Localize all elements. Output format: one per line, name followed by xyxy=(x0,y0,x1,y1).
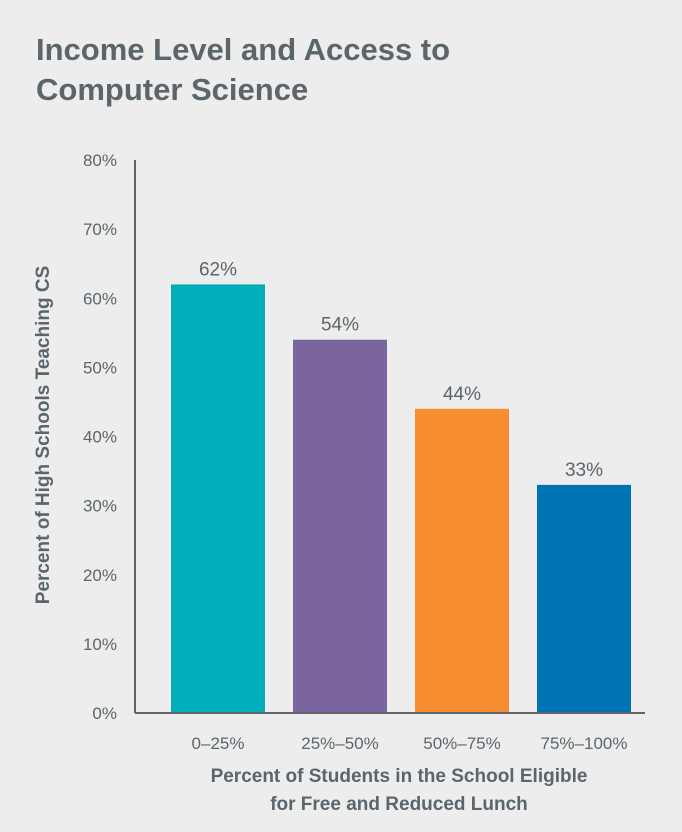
data-label: 33% xyxy=(565,460,603,481)
data-labels: 62% 54% 44% 33% xyxy=(199,259,603,480)
x-tick-label: 50%–75% xyxy=(423,734,501,753)
x-axis-title-line-2: for Free and Reduced Lunch xyxy=(270,794,528,815)
chart-title-line-2: Computer Science xyxy=(36,72,309,107)
bar xyxy=(293,339,387,713)
y-tick-label: 70% xyxy=(83,220,117,239)
y-tick-label: 50% xyxy=(83,358,117,377)
data-label: 44% xyxy=(443,384,481,405)
y-tick-label: 60% xyxy=(83,289,117,308)
y-axis-title: Percent of High Schools Teaching CS xyxy=(33,266,54,605)
bar xyxy=(415,408,509,713)
x-tick-label: 75%–100% xyxy=(541,734,628,753)
x-tick-label: 0–25% xyxy=(192,734,245,753)
y-tick-label: 40% xyxy=(83,428,117,447)
y-tick-label: 10% xyxy=(83,635,117,654)
y-tick-label: 20% xyxy=(83,566,117,585)
bar xyxy=(537,484,631,713)
data-label: 54% xyxy=(321,315,359,336)
bars xyxy=(171,284,631,713)
chart-title-line-1: Income Level and Access to xyxy=(36,32,451,67)
x-axis-title-line-1: Percent of Students in the School Eligib… xyxy=(211,766,588,787)
data-label: 62% xyxy=(199,259,237,280)
chart-title: Income Level and Access to Computer Scie… xyxy=(36,30,450,110)
x-axis-ticks: 0–25% 25%–50% 50%–75% 75%–100% xyxy=(192,734,628,753)
y-tick-label: 0% xyxy=(92,704,117,723)
y-tick-label: 80% xyxy=(83,151,117,170)
bar xyxy=(171,284,265,713)
x-tick-label: 25%–50% xyxy=(301,734,379,753)
y-axis-ticks: 0% 10% 20% 30% 40% 50% 60% 70% 80% xyxy=(83,151,117,723)
y-tick-label: 30% xyxy=(83,497,117,516)
